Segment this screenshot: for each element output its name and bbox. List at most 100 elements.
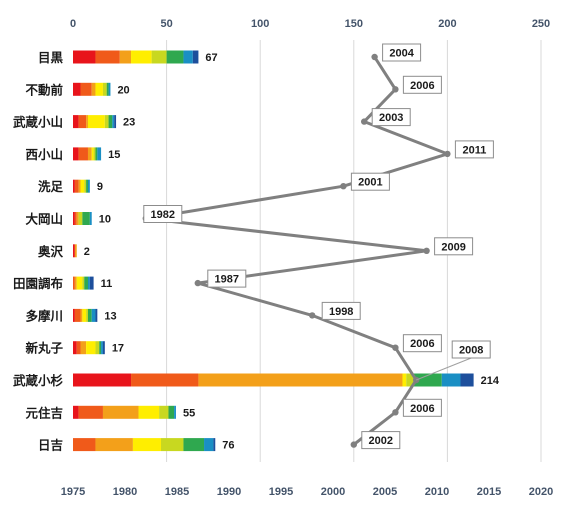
bar-segment [74, 244, 77, 258]
bottom-tick-label: 2005 [373, 486, 397, 498]
year-label: 2004 [389, 48, 414, 60]
category-label: 不動前 [25, 82, 63, 97]
year-label: 2009 [441, 241, 465, 253]
bar-segment [183, 438, 205, 452]
bar-segment [108, 115, 113, 129]
year-label-box [451, 340, 491, 359]
bar-segment [74, 179, 79, 193]
bar-segment [102, 405, 139, 419]
bar-total-label: 76 [222, 440, 234, 452]
year-label: 2011 [462, 144, 486, 156]
bar-total-label: 67 [205, 52, 217, 64]
bar-segment [104, 115, 109, 129]
bar-segment [131, 373, 199, 387]
year-label: 2002 [369, 435, 393, 447]
category-label: 田園調布 [13, 276, 64, 291]
bar-segment [89, 212, 92, 225]
bottom-axis: 1975 1980 1985 1990 1995 2000 2005 2010 2015 2020 [61, 486, 553, 498]
bar-segment [102, 341, 105, 355]
year-label-box [402, 398, 442, 417]
bar-segment [159, 405, 169, 419]
bar-segment [95, 308, 98, 322]
bottom-tick-label: 1995 [269, 486, 293, 498]
bottom-tick-label: 2000 [321, 486, 345, 498]
bottom-tick-label: 2010 [425, 486, 449, 498]
bar-segment [402, 373, 407, 387]
bar-segment [76, 276, 83, 290]
stacked-bars [73, 50, 474, 452]
bar-segment [89, 276, 94, 290]
bar-segment [73, 244, 75, 258]
year-point [309, 312, 316, 319]
bar-segment [119, 50, 132, 64]
top-tick-label: 150 [345, 18, 363, 30]
bar-segment [73, 115, 79, 129]
bar-total-label: 11 [101, 278, 113, 290]
bar-segment [95, 50, 120, 64]
year-point [371, 53, 378, 61]
bar-segment [86, 179, 88, 193]
year-label: 2006 [410, 403, 434, 415]
year-point [444, 150, 451, 158]
bar-segment [74, 212, 77, 225]
year-point [392, 344, 399, 351]
bar-segment [151, 50, 167, 64]
bar-segment [73, 438, 96, 452]
bar-segment [78, 115, 87, 129]
year-label: 1987 [215, 274, 239, 286]
vertical-gridlines [166, 40, 542, 462]
bar-segment [73, 276, 75, 290]
bar-segment [80, 308, 83, 322]
bar-segment [198, 373, 403, 387]
bar-segment [99, 341, 102, 355]
bar-segment [76, 341, 81, 355]
year-line-series: 2004 2006 2003 2011 2001 1982 2009 1987 1998 2006… [142, 43, 494, 450]
bar-segment [168, 405, 175, 419]
year-label-box [350, 172, 390, 191]
bar-segment [80, 82, 92, 96]
bar-total-label: 9 [97, 181, 103, 193]
year-label-box [321, 301, 361, 320]
category-label: 奥沢 [38, 244, 64, 259]
category-label: 武蔵小杉 [13, 373, 64, 388]
bar-segment [93, 147, 96, 161]
year-label-box [434, 237, 474, 256]
year-label: 2008 [459, 345, 483, 357]
bar-segment [166, 50, 184, 64]
top-tick-label: 100 [251, 18, 269, 30]
year-point [392, 86, 399, 93]
year-label: 2003 [379, 112, 403, 124]
bar-segment [204, 438, 214, 452]
bar-segment [87, 147, 92, 161]
bar-segment [97, 147, 102, 161]
year-point [423, 247, 430, 254]
bar-total-labels: 67 20 23 15 9 10 2 11 13 17 214 55 76 [84, 52, 500, 452]
bar-segment [87, 115, 105, 129]
bar-segment [73, 147, 79, 161]
bar-segment [80, 341, 87, 355]
category-label: 大岡山 [25, 212, 63, 227]
bar-segment [213, 438, 216, 452]
bar-segment [82, 308, 87, 322]
year-label-box [371, 108, 411, 127]
bar-segment [192, 50, 199, 64]
bar-segment [91, 308, 96, 322]
bar-segment [95, 147, 98, 161]
bar-segment [132, 438, 161, 452]
bar-segment [87, 308, 92, 322]
year-label: 2006 [410, 338, 434, 350]
bar-segment [131, 50, 152, 64]
year-point [194, 279, 201, 287]
bar-segment [160, 438, 184, 452]
year-label-box [361, 431, 401, 450]
bar-segment [183, 50, 193, 64]
bar-total-label: 10 [99, 214, 111, 226]
bar-total-label: 55 [183, 407, 195, 419]
bar-segment [78, 179, 81, 193]
bar-total-label: 17 [112, 343, 124, 355]
bottom-tick-label: 2020 [529, 486, 553, 498]
category-label: 日吉 [38, 438, 63, 453]
bar-segment [441, 373, 461, 387]
bar-segment [73, 405, 79, 419]
bar-segment [95, 82, 103, 96]
